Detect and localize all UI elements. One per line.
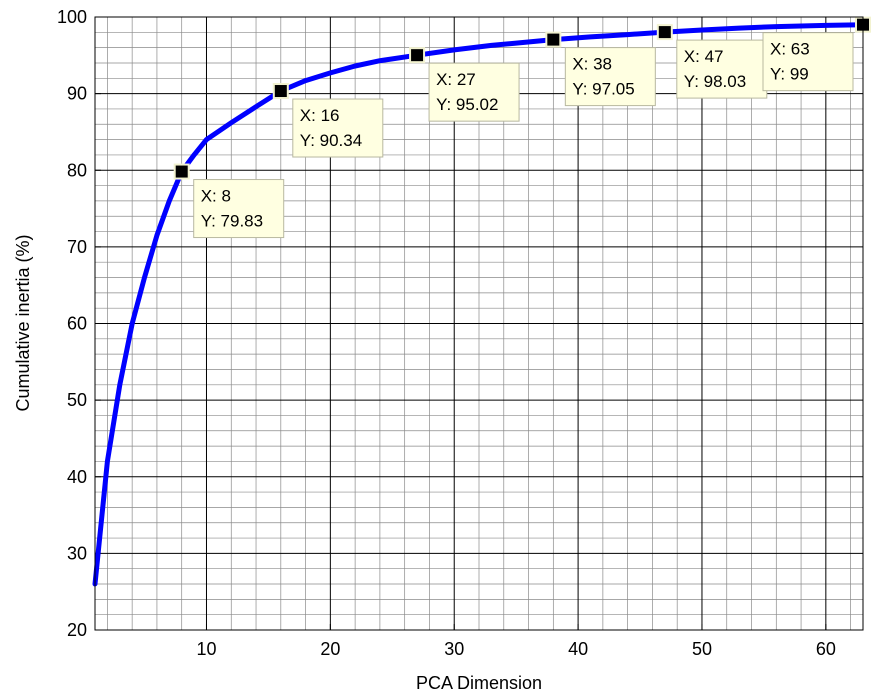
x-tick-label: 20 (320, 639, 340, 659)
y-tick-label: 20 (67, 620, 87, 640)
x-tick-label: 40 (568, 639, 588, 659)
datatip-box (428, 62, 520, 122)
datatip-marker (173, 163, 190, 180)
datatip-box (676, 39, 768, 99)
datatip-y-text: Y: 90.34 (300, 131, 362, 150)
datatip-x-text: X: 47 (684, 47, 724, 66)
y-tick-label: 50 (67, 390, 87, 410)
x-tick-label: 10 (196, 639, 216, 659)
datatip-marker (656, 24, 673, 41)
datatip: X: 16 Y: 90.34 (272, 83, 384, 158)
datatip: X: 8 Y: 79.83 (173, 163, 285, 239)
x-tick-label: 50 (692, 639, 712, 659)
datatip-marker (272, 83, 289, 100)
datatip-y-text: Y: 79.83 (201, 212, 263, 231)
x-tick-label: 30 (444, 639, 464, 659)
x-tick-label: 60 (816, 639, 836, 659)
datatip: X: 38 Y: 97.05 (545, 31, 656, 107)
y-tick-label: 30 (67, 543, 87, 563)
datatip-x-text: X: 38 (572, 55, 612, 74)
datatip-y-text: Y: 98.03 (684, 72, 746, 91)
datatip: X: 63 Y: 99 (762, 16, 871, 92)
datatip-x-text: X: 63 (770, 40, 810, 59)
datatip-x-text: X: 8 (201, 187, 231, 206)
plot-frame (94, 16, 864, 631)
datatip-box (193, 179, 285, 239)
datatip: X: 47 Y: 98.03 (656, 24, 768, 99)
y-tick-label: 40 (67, 467, 87, 487)
x-tick-labels: 10 20 30 40 50 60 (196, 639, 835, 659)
datatip-y-text: Y: 97.05 (572, 80, 634, 99)
datatip-marker (545, 31, 562, 48)
y-tick-label: 90 (67, 84, 87, 104)
datatip-box (564, 47, 656, 107)
datatips: X: 8Y: 79.83X: 16Y: 90.34X: 27Y: 95.02X:… (173, 16, 871, 239)
datatip-box (292, 98, 384, 158)
y-tick-label: 80 (67, 160, 87, 180)
y-tick-label: 70 (67, 237, 87, 257)
datatip-x-text: X: 16 (300, 106, 340, 125)
y-tick-label: 60 (67, 314, 87, 334)
y-tick-label: 100 (57, 7, 87, 27)
x-axis-label: PCA Dimension (416, 673, 542, 693)
datatip-y-text: Y: 95.02 (436, 95, 498, 114)
y-axis-label: Cumulative inertia (%) (13, 234, 33, 411)
datatip-marker (409, 47, 426, 64)
datatip-x-text: X: 27 (436, 70, 476, 89)
y-tick-labels: 20 30 40 50 60 70 80 90 100 (57, 7, 87, 640)
datatip-box (762, 32, 854, 92)
datatip-y-text: Y: 99 (770, 65, 809, 84)
datatip: X: 27 Y: 95.02 (409, 47, 520, 122)
